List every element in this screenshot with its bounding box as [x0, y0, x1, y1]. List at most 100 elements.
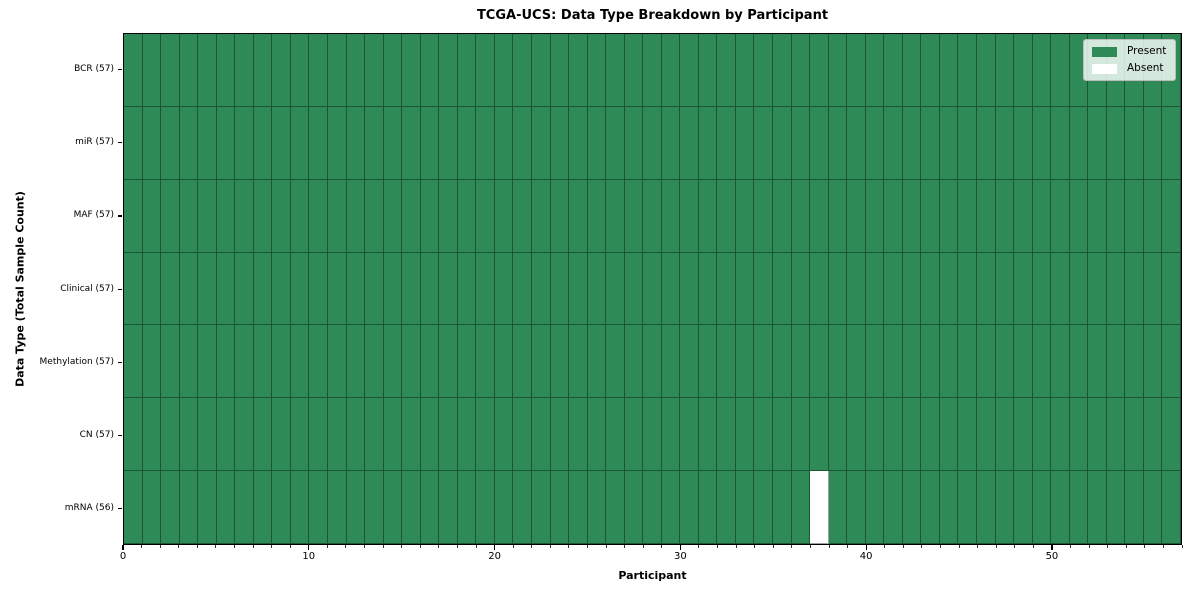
heatmap-cell-Clinical-5 — [216, 252, 236, 326]
heatmap-cell-MAF-10 — [309, 179, 328, 253]
x-minor-tick — [456, 545, 458, 548]
heatmap-cell-Methylation-14 — [383, 325, 403, 399]
y-tick-label-Clinical: Clinical (57) — [60, 283, 114, 294]
heatmap-cell-Clinical-53 — [1106, 252, 1126, 326]
heatmap-cell-MAF-3 — [179, 179, 199, 253]
heatmap-cell-miR-14 — [383, 106, 403, 180]
heatmap-cell-CN-14 — [383, 398, 403, 472]
heatmap-cell-miR-2 — [161, 106, 180, 180]
heatmap-cell-mRNA-13 — [365, 471, 384, 544]
heatmap-cell-mRNA-51 — [1069, 471, 1089, 544]
heatmap-cell-mRNA-32 — [717, 471, 736, 544]
heatmap-cell-Methylation-30 — [680, 325, 699, 399]
x-minor-tick — [1070, 545, 1072, 548]
heatmap-cell-Methylation-17 — [439, 325, 458, 399]
heatmap-cell-Clinical-12 — [346, 252, 366, 326]
y-tick-label-MAF: MAF (57) — [73, 210, 114, 221]
heatmap-cell-MAF-19 — [476, 179, 495, 253]
heatmap-cell-MAF-22 — [531, 179, 551, 253]
heatmap-cell-Methylation-54 — [1125, 325, 1144, 399]
heatmap-cell-miR-36 — [791, 106, 811, 180]
heatmap-cell-MAF-17 — [439, 179, 458, 253]
heatmap-cell-mRNA-21 — [513, 471, 532, 544]
heatmap-cell-BCR-8 — [272, 34, 291, 107]
heatmap-cell-Methylation-15 — [402, 325, 421, 399]
heatmap-cell-Methylation-34 — [754, 325, 774, 399]
heatmap-cell-miR-42 — [902, 106, 922, 180]
heatmap-cell-MAF-36 — [791, 179, 811, 253]
x-tick-label-30: 30 — [673, 551, 687, 562]
heatmap-cell-CN-33 — [735, 398, 755, 472]
heatmap-cell-Methylation-43 — [921, 325, 940, 399]
legend-entry-absent: Absent — [1092, 62, 1166, 75]
heatmap-cell-Methylation-49 — [1032, 325, 1052, 399]
heatmap-cell-miR-52 — [1088, 106, 1107, 180]
heatmap-cell-CN-35 — [773, 398, 792, 472]
heatmap-cell-Methylation-18 — [457, 325, 477, 399]
heatmap-cell-miR-47 — [995, 106, 1015, 180]
heatmap-cell-Methylation-40 — [865, 325, 885, 399]
heatmap-cell-mRNA-23 — [550, 471, 570, 544]
heatmap-cell-mRNA-25 — [587, 471, 607, 544]
heatmap-cell-CN-37 — [810, 398, 829, 472]
heatmap-cell-Clinical-20 — [494, 252, 514, 326]
x-minor-tick — [698, 545, 700, 548]
legend-swatch-present — [1092, 46, 1117, 57]
heatmap-cell-MAF-1 — [142, 179, 162, 253]
heatmap-cell-mRNA-4 — [198, 471, 217, 544]
heatmap-cell-CN-53 — [1106, 398, 1126, 472]
heatmap-plot-area — [123, 33, 1182, 545]
heatmap-cell-Methylation-10 — [309, 325, 328, 399]
y-tick-mark-Methylation — [118, 361, 122, 363]
heatmap-cell-Methylation-27 — [624, 325, 644, 399]
heatmap-cell-miR-15 — [402, 106, 421, 180]
heatmap-cell-BCR-50 — [1051, 34, 1070, 107]
heatmap-cell-MAF-23 — [550, 179, 570, 253]
heatmap-cell-mRNA-9 — [290, 471, 310, 544]
x-minor-tick — [364, 545, 366, 548]
heatmap-cell-MAF-54 — [1125, 179, 1144, 253]
heatmap-cell-Clinical-30 — [680, 252, 699, 326]
heatmap-cell-mRNA-49 — [1032, 471, 1052, 544]
heatmap-cell-miR-29 — [661, 106, 681, 180]
heatmap-cell-mRNA-34 — [754, 471, 774, 544]
heatmap-cell-CN-23 — [550, 398, 570, 472]
x-minor-tick — [847, 545, 849, 548]
heatmap-cell-Methylation-22 — [531, 325, 551, 399]
heatmap-cell-BCR-29 — [661, 34, 681, 107]
heatmap-cell-miR-6 — [235, 106, 254, 180]
x-minor-tick — [382, 545, 384, 548]
y-tick-mark-Clinical — [118, 288, 122, 290]
y-tick-mark-MAF — [118, 215, 122, 217]
heatmap-cell-miR-34 — [754, 106, 774, 180]
heatmap-cell-Methylation-42 — [902, 325, 922, 399]
heatmap-cell-BCR-36 — [791, 34, 811, 107]
heatmap-cell-mRNA-29 — [661, 471, 681, 544]
heatmap-cell-mRNA-53 — [1106, 471, 1126, 544]
x-minor-tick — [568, 545, 570, 548]
x-minor-tick — [586, 545, 588, 548]
heatmap-cell-Clinical-22 — [531, 252, 551, 326]
heatmap-cell-BCR-20 — [494, 34, 514, 107]
heatmap-cell-Clinical-51 — [1069, 252, 1089, 326]
heatmap-cell-mRNA-38 — [828, 471, 848, 544]
heatmap-cell-CN-26 — [606, 398, 625, 472]
heatmap-cell-BCR-16 — [420, 34, 440, 107]
y-tick-label-mRNA: mRNA (56) — [64, 502, 114, 513]
heatmap-cell-miR-33 — [735, 106, 755, 180]
y-tick-label-BCR: BCR (57) — [74, 64, 114, 75]
heatmap-cell-Methylation-28 — [643, 325, 662, 399]
heatmap-cell-Clinical-17 — [439, 252, 458, 326]
heatmap-cell-Clinical-16 — [420, 252, 440, 326]
heatmap-cell-mRNA-45 — [958, 471, 978, 544]
heatmap-cell-mRNA-46 — [977, 471, 996, 544]
heatmap-cell-MAF-32 — [717, 179, 736, 253]
heatmap-cell-mRNA-39 — [847, 471, 866, 544]
heatmap-cell-Clinical-37 — [810, 252, 829, 326]
heatmap-cell-Methylation-25 — [587, 325, 607, 399]
heatmap-cell-miR-39 — [847, 106, 866, 180]
heatmap-cell-CN-3 — [179, 398, 199, 472]
heatmap-cell-CN-18 — [457, 398, 477, 472]
heatmap-cell-miR-22 — [531, 106, 551, 180]
heatmap-cell-Clinical-36 — [791, 252, 811, 326]
